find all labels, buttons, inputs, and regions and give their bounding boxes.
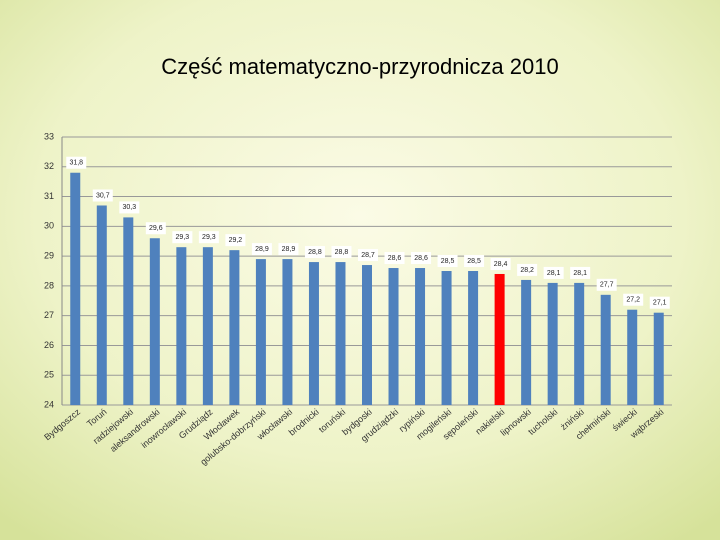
value-label-box [464,255,485,267]
value-label-box [490,257,511,270]
value-label: 28,8 [308,249,322,256]
value-label-box [119,201,140,214]
bar [229,250,240,405]
y-tick-label: 24 [44,399,54,409]
value-label: 30,7 [96,192,110,199]
bar [468,271,479,405]
value-label: 28,9 [282,246,296,253]
value-label-box [225,234,246,247]
value-label-box [358,249,378,262]
value-label: 28,5 [467,258,481,265]
value-label-box [198,231,219,244]
value-label: 31,8 [69,160,83,167]
value-label-box [437,255,458,267]
y-tick-label: 33 [44,131,54,141]
bar [627,309,638,405]
value-label: 29,3 [176,234,190,241]
value-label: 28,9 [255,246,269,253]
value-label: 30,3 [122,204,136,211]
value-label-box [331,246,352,259]
value-label-box [384,252,405,265]
value-label-box [278,243,299,256]
value-label-box [411,252,432,265]
bar [362,265,372,405]
value-label-box [172,231,193,244]
value-label: 28,6 [388,255,402,262]
bar [149,238,160,405]
bar [96,205,107,405]
value-label: 27,1 [653,300,667,307]
value-label: 28,1 [573,270,587,277]
value-label-box [145,222,166,235]
bar [335,262,346,405]
value-label: 28,4 [494,261,508,268]
value-label-box [92,189,113,202]
chart-title: Część matematyczno-przyrodnicza 2010 [161,54,558,79]
bar [600,294,611,405]
bar [255,259,266,405]
value-label-box [649,296,670,309]
bar [547,282,558,405]
value-label-box [251,243,272,256]
y-tick-label: 31 [44,191,54,201]
bar [574,282,585,405]
value-label-box [623,293,644,306]
value-label-box [66,156,87,169]
bar [282,259,293,405]
bar [176,247,187,405]
bar [388,268,399,405]
bar [202,247,213,405]
value-label: 28,7 [361,252,375,259]
value-label: 27,7 [600,282,614,289]
value-label: 28,2 [520,267,534,274]
bar [521,279,532,405]
value-label: 28,8 [335,249,349,256]
value-label: 28,5 [441,258,455,265]
value-label: 29,3 [202,234,216,241]
bar [308,262,319,405]
bar [441,271,452,405]
y-tick-label: 26 [44,340,54,350]
bar [415,268,426,405]
value-label-box [570,266,591,279]
value-label: 27,2 [626,297,640,304]
bar [123,217,134,405]
value-label: 28,6 [414,255,428,262]
bar [70,172,81,405]
y-tick-label: 30 [44,221,54,231]
value-label-box [543,266,564,279]
value-label: 29,6 [149,225,163,232]
value-label: 29,2 [229,237,243,244]
value-label-box [304,246,325,259]
y-tick-label: 25 [44,370,54,380]
y-tick-label: 28 [44,280,54,290]
value-label: 28,1 [547,270,561,277]
y-tick-label: 32 [44,161,54,171]
y-tick-label: 27 [44,310,54,320]
bar [494,273,505,405]
value-label-box [596,278,617,291]
bar [653,312,664,405]
value-label-box [517,263,538,276]
y-tick-label: 29 [44,250,54,260]
